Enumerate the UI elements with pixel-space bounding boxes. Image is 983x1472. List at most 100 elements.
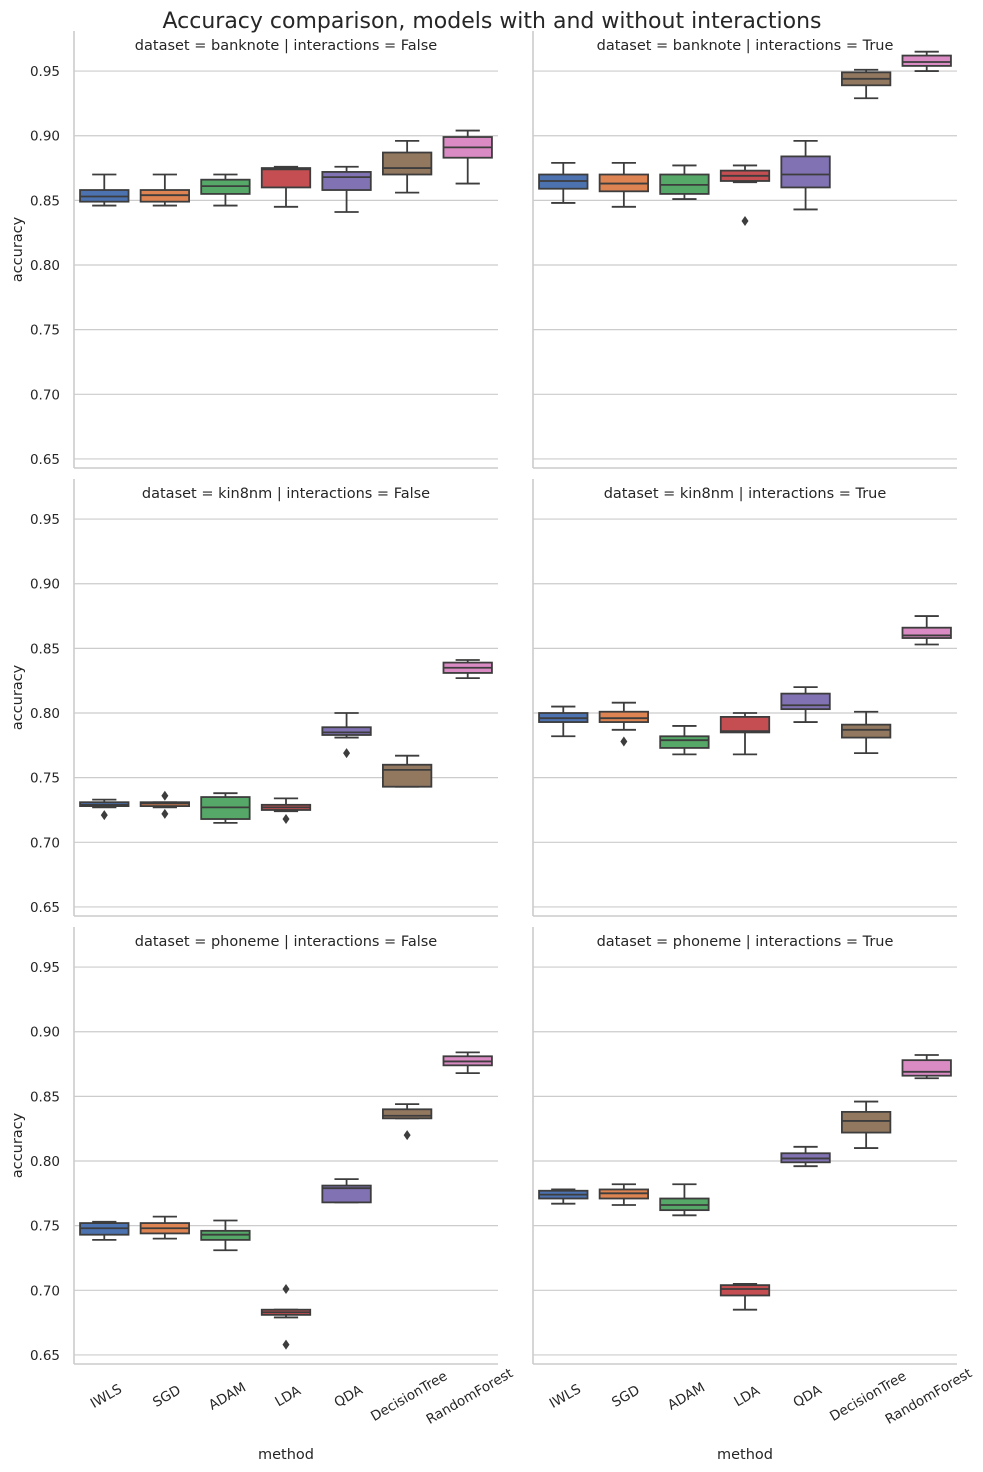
box-iqr [780, 155, 831, 189]
outlier-marker [343, 748, 351, 759]
x-tick-label: SGD [609, 1382, 642, 1411]
panel-title: dataset = phoneme | interactions = False [135, 934, 438, 950]
box-lda [260, 165, 312, 208]
box-sgd [598, 161, 649, 208]
box-lda [719, 164, 771, 227]
box-iqr [719, 715, 771, 734]
box-qda [780, 1145, 831, 1168]
box-sgd [598, 701, 649, 747]
box-randomforest [901, 50, 952, 72]
box-adam [200, 792, 251, 824]
box-iqr [841, 1110, 892, 1134]
box-iwls [538, 705, 589, 738]
outlier-marker [161, 808, 169, 819]
y-tick-label: 0.80 [30, 1154, 60, 1170]
y-tick-label: 0.90 [30, 1025, 60, 1041]
x-tick-label: IWLS [88, 1381, 125, 1412]
outlier-marker [403, 1130, 411, 1141]
box-iqr [901, 626, 952, 639]
panel-title: dataset = kin8nm | interactions = False [142, 486, 430, 502]
chart-suptitle: Accuracy comparison, models with and wit… [162, 9, 821, 34]
box-randomforest [442, 1051, 493, 1074]
outlier-marker [620, 736, 628, 747]
y-tick-label: 0.95 [30, 960, 60, 976]
y-tick-label: 0.85 [30, 641, 60, 657]
y-tick-label: 0.75 [30, 1219, 60, 1235]
y-tick-label: 0.70 [30, 387, 60, 403]
box-decisiontree [841, 68, 892, 100]
box-iqr [321, 1184, 372, 1204]
y-tick-label: 0.80 [30, 258, 60, 274]
box-qda [321, 1178, 372, 1204]
box-decisiontree [382, 1103, 433, 1141]
outlier-marker [282, 1339, 290, 1350]
x-tick-label: ADAM [206, 1380, 249, 1414]
x-tick-label: LDA [272, 1382, 304, 1410]
box-iqr [659, 735, 710, 749]
y-tick-label: 0.70 [30, 1283, 60, 1299]
panel-5: dataset = phoneme | interactions = False… [10, 927, 516, 1463]
y-tick-label: 0.85 [30, 193, 60, 209]
box-randomforest [442, 129, 493, 185]
panels-group: dataset = banknote | interactions = Fals… [10, 31, 975, 1463]
box-lda [260, 1284, 312, 1350]
x-tick-label: QDA [332, 1382, 367, 1411]
y-axis-label: accuracy [10, 216, 26, 282]
y-tick-label: 0.70 [30, 835, 60, 851]
panel-title: dataset = banknote | interactions = True [597, 38, 894, 54]
y-tick-label: 0.75 [30, 771, 60, 787]
box-iqr [382, 1108, 433, 1120]
y-tick-label: 0.85 [30, 1089, 60, 1105]
box-sgd [598, 1183, 649, 1206]
outlier-marker [282, 1284, 290, 1295]
y-tick-label: 0.90 [30, 129, 60, 145]
y-tick-label: 0.65 [30, 452, 60, 468]
box-iqr [719, 1284, 771, 1297]
box-iqr [780, 692, 831, 711]
x-tick-label: QDA [791, 1382, 826, 1411]
box-adam [659, 164, 710, 200]
panel-4: dataset = kin8nm | interactions = True [532, 479, 957, 917]
panel-title: dataset = kin8nm | interactions = True [604, 486, 887, 502]
y-tick-label: 0.65 [30, 900, 60, 916]
box-sgd [139, 1215, 190, 1240]
box-randomforest [901, 615, 952, 646]
box-iqr [321, 726, 372, 736]
box-iwls [79, 1220, 130, 1241]
box-iqr [321, 171, 372, 191]
box-randomforest [901, 1054, 952, 1080]
box-decisiontree [382, 754, 433, 788]
y-tick-label: 0.80 [30, 706, 60, 722]
panel-title: dataset = phoneme | interactions = True [597, 934, 894, 950]
box-qda [321, 165, 372, 213]
box-iwls [538, 1188, 589, 1205]
box-iqr [260, 167, 312, 189]
box-randomforest [442, 659, 493, 680]
x-axis-label: method [258, 1447, 314, 1463]
x-tick-label: ADAM [665, 1380, 708, 1414]
y-tick-label: 0.75 [30, 323, 60, 339]
x-tick-label: IWLS [547, 1381, 584, 1412]
box-adam [200, 1219, 251, 1252]
y-tick-label: 0.65 [30, 1348, 60, 1364]
panel-1: dataset = banknote | interactions = Fals… [10, 31, 498, 469]
y-tick-label: 0.90 [30, 577, 60, 593]
y-axis-label: accuracy [10, 664, 26, 730]
x-axis-label: method [717, 1447, 773, 1463]
x-tick-label: LDA [731, 1382, 763, 1410]
box-adam [659, 1183, 710, 1217]
box-iqr [901, 1059, 952, 1077]
box-decisiontree [382, 139, 433, 194]
outlier-marker [282, 814, 290, 825]
panel-3: dataset = kin8nm | interactions = False 0… [10, 479, 498, 917]
x-tick-label: SGD [150, 1382, 183, 1411]
box-iqr [901, 54, 952, 67]
box-sgd [139, 173, 190, 207]
outlier-marker [741, 216, 749, 227]
y-axis-label: accuracy [10, 1112, 26, 1178]
box-adam [659, 725, 710, 756]
box-lda [260, 797, 312, 825]
y-tick-label: 0.95 [30, 64, 60, 80]
box-iwls [538, 161, 589, 204]
